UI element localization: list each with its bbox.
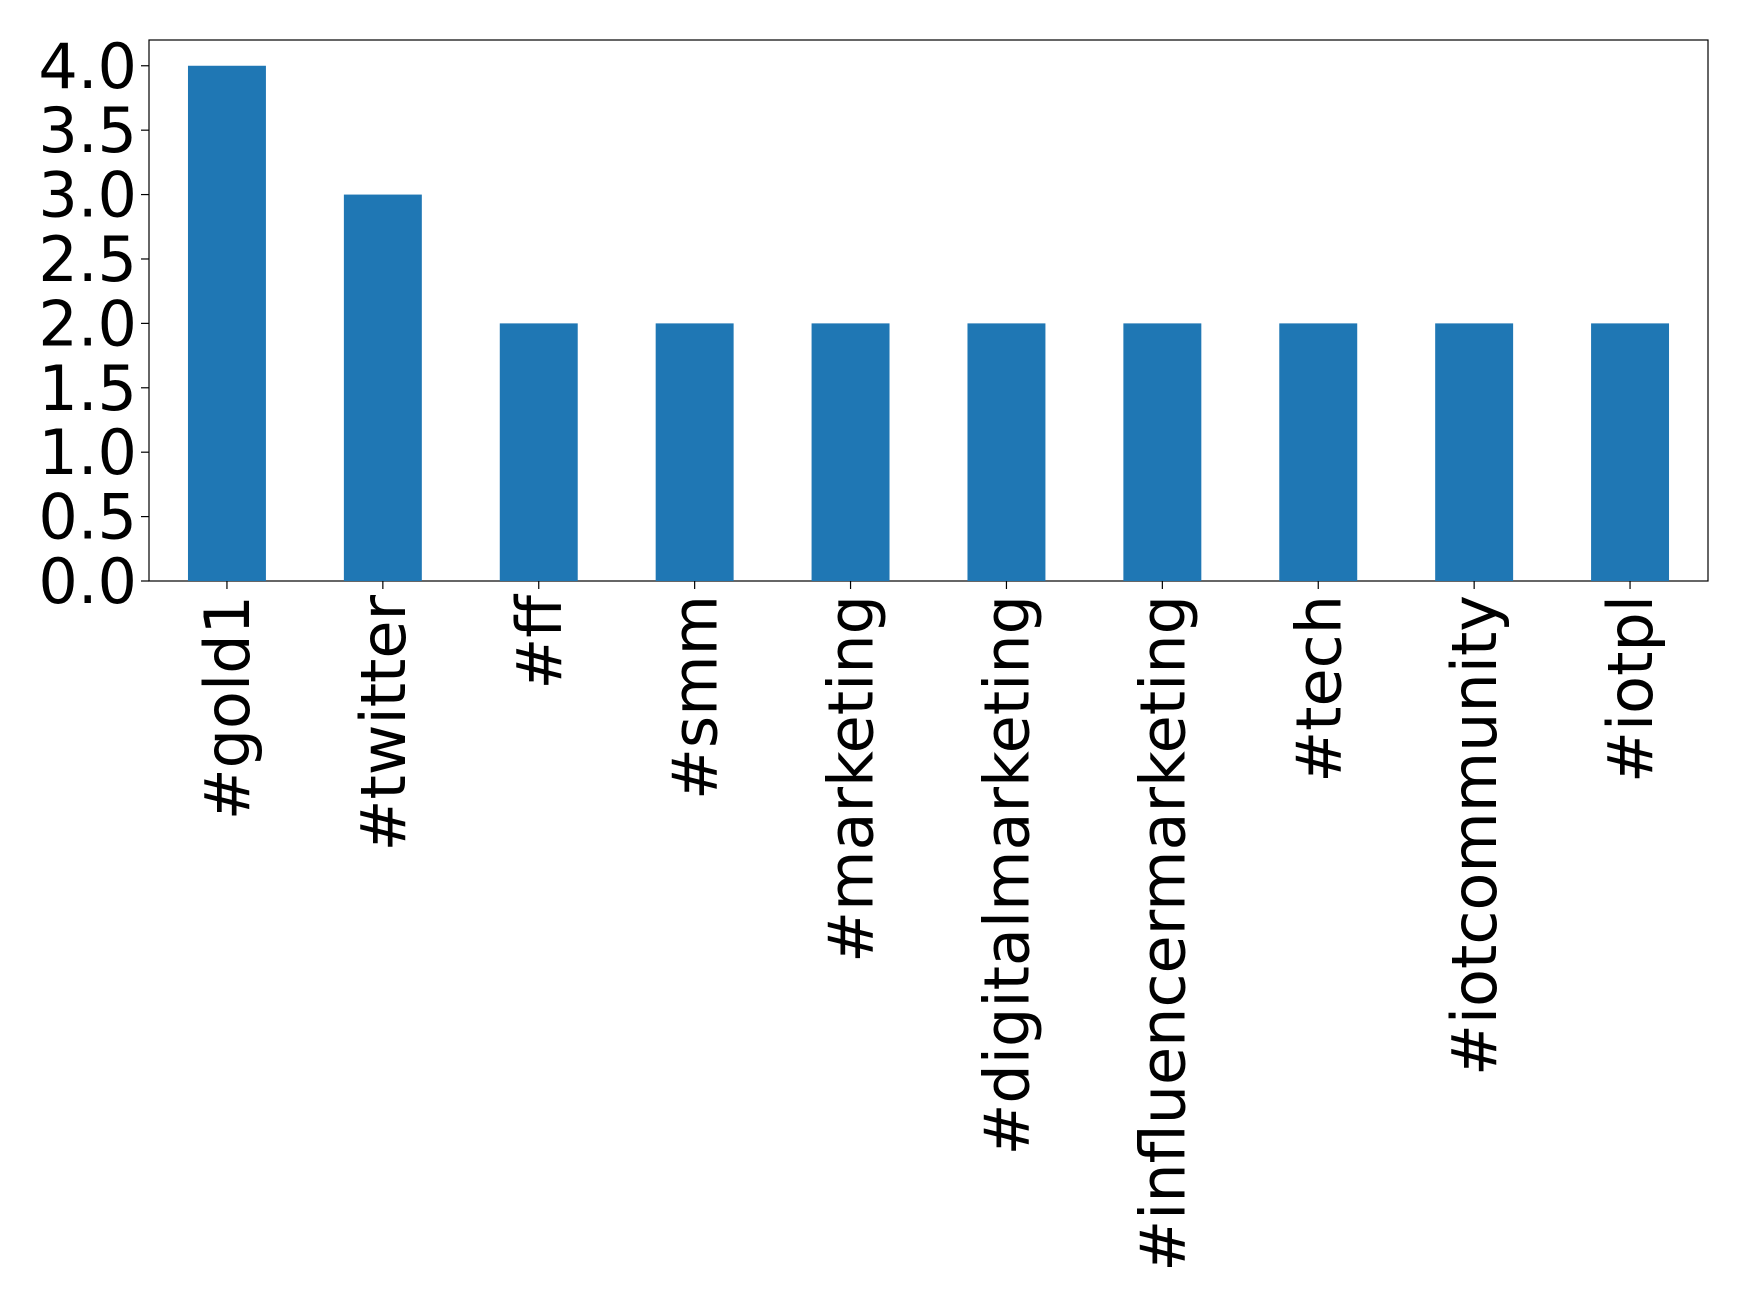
y-tick-label: 4.0 xyxy=(38,30,137,103)
x-tick-label: #smm xyxy=(659,595,732,800)
y-tick-label: 3.5 xyxy=(38,94,137,167)
bar xyxy=(1279,323,1358,581)
y-tick-label: 0.0 xyxy=(38,545,137,618)
bar xyxy=(1591,323,1670,581)
bar xyxy=(967,323,1046,581)
bar xyxy=(343,194,422,582)
x-tick-label: #tech xyxy=(1282,595,1355,783)
x-tick-label: #gold1 xyxy=(191,595,264,820)
bar xyxy=(655,323,734,581)
bar xyxy=(811,323,890,581)
x-tick-label: #ff xyxy=(503,594,576,690)
x-tick-label: #marketing xyxy=(815,595,888,963)
y-tick-label: 2.5 xyxy=(38,223,137,296)
bar xyxy=(187,65,266,581)
bar xyxy=(1123,323,1202,581)
plot-frame xyxy=(148,39,1709,582)
x-tick-label: #iotcommunity xyxy=(1438,595,1511,1076)
y-tick-label: 1.5 xyxy=(38,352,137,425)
y-tick-label: 0.5 xyxy=(38,481,137,554)
y-tick-label: 3.0 xyxy=(38,159,137,232)
x-tick-label: #influencermarketing xyxy=(1126,595,1199,1272)
y-tick-label: 2.0 xyxy=(38,287,137,360)
bar xyxy=(1435,323,1514,581)
y-tick-label: 1.0 xyxy=(38,416,137,489)
bar xyxy=(499,323,578,581)
x-tick-label: #digitalmarketing xyxy=(970,595,1043,1156)
x-tick-label: #iotpl xyxy=(1594,595,1667,783)
x-tick-label: #twitter xyxy=(347,594,420,851)
